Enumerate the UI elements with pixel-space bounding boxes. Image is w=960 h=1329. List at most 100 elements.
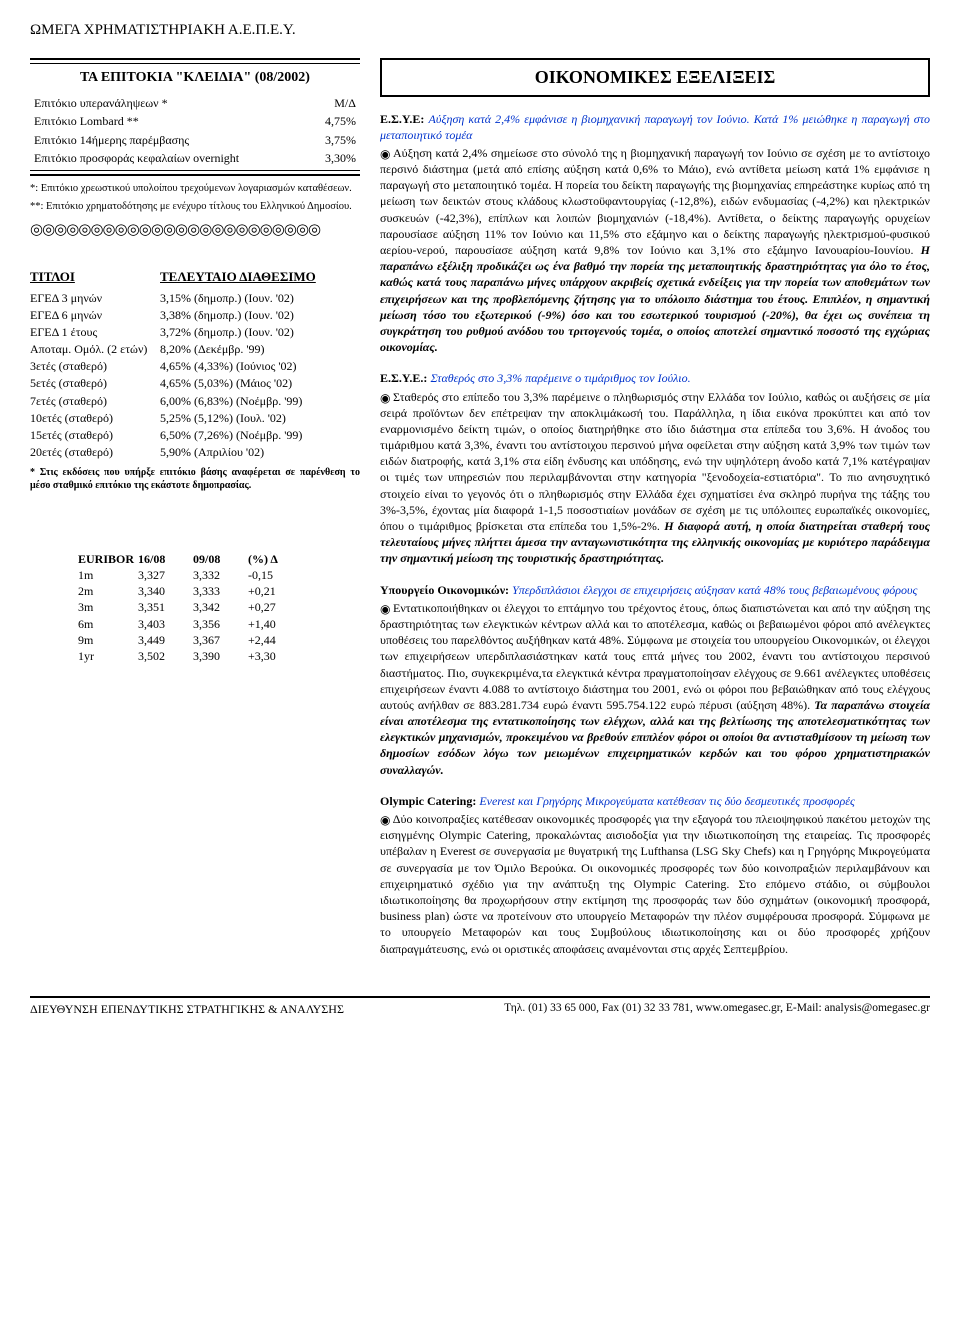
yield-value: 4,65% (4,33%) (Ιούνιος '02) bbox=[160, 358, 296, 374]
rate-label: Επιτόκιο 14ήμερης παρέμβασης bbox=[34, 132, 189, 148]
yield-value: 6,00% (6,83%) (Νοέμβρ. '99) bbox=[160, 393, 302, 409]
euribor-delta: +1,40 bbox=[248, 616, 308, 632]
yield-value: 5,25% (5,12%) (Ιουλ. '02) bbox=[160, 410, 286, 426]
main-layout: ΤΑ ΕΠΙΤΟΚΙΑ "ΚΛΕΙΔΙΑ" (08/2002) Επιτόκιο… bbox=[30, 58, 930, 971]
bullet-icon: ◉ bbox=[380, 813, 391, 827]
yield-value: 6,50% (7,26%) (Νοέμβρ. '99) bbox=[160, 427, 302, 443]
rates-title: ΤΑ ΕΠΙΤΟΚΙΑ "ΚΛΕΙΔΙΑ" (08/2002) bbox=[30, 69, 360, 88]
yield-value: 4,65% (5,03%) (Μάιος '02) bbox=[160, 375, 292, 391]
article-body: Σταθερός στο επίπεδο του 3,3% παρέμεινε … bbox=[380, 390, 930, 534]
euribor-v2: 3,333 bbox=[193, 583, 248, 599]
article-body-emph: Η παραπάνω εξέλιξη προδικάζει ως ένα βαθ… bbox=[380, 243, 930, 354]
euribor-term: 1m bbox=[58, 567, 138, 583]
yield-label: 7ετές (σταθερό) bbox=[30, 393, 160, 409]
rate-value: Μ/Δ bbox=[296, 95, 356, 111]
bullet-icon: ◉ bbox=[380, 391, 391, 405]
yield-label: ΕΓΕΔ 1 έτους bbox=[30, 324, 160, 340]
article-lead: Υπουργείο Οικονομικών: bbox=[380, 583, 512, 597]
article-headline: Σταθερός στο 3,3% παρέμεινε ο τιμάριθμος… bbox=[430, 371, 690, 385]
article-body: Δύο κοινοπραξίες κατέθεσαν οικονομικές π… bbox=[380, 812, 930, 956]
yield-value: 3,15% (δημοπρ.) (Ιουν. '02) bbox=[160, 290, 294, 306]
euribor-row: 6m3,4033,356+1,40 bbox=[58, 616, 350, 632]
euribor-row: 1yr3,5023,390+3,30 bbox=[58, 648, 350, 664]
article-lead: Olympic Catering: bbox=[380, 794, 479, 808]
yields-col-a: ΤΙΤΛΟΙ bbox=[30, 268, 160, 286]
yield-value: 8,20% (Δεκέμβρ. '99) bbox=[160, 341, 265, 357]
decorative-circles: ◎◎◎◎◎◎◎◎◎◎◎◎◎◎◎◎◎◎◎◎◎◎◎◎ bbox=[30, 220, 360, 240]
euribor-v1: 3,351 bbox=[138, 599, 193, 615]
yields-table: ΕΓΕΔ 3 μηνών3,15% (δημοπρ.) (Ιουν. '02)Ε… bbox=[30, 289, 360, 461]
euribor-v1: 3,403 bbox=[138, 616, 193, 632]
yield-row: 20ετές (σταθερό)5,90% (Απριλίου '02) bbox=[30, 444, 360, 461]
euribor-h0: EURIBOR bbox=[58, 551, 138, 567]
article-esy-production: Ε.Σ.Υ.Ε: Αύξηση κατά 2,4% εμφάνισε η βιο… bbox=[380, 111, 930, 356]
bullet-icon: ◉ bbox=[380, 602, 391, 616]
euribor-row: 3m3,3513,342+0,27 bbox=[58, 599, 350, 615]
footer-contact: Τηλ. (01) 33 65 000, Fax (01) 32 33 781,… bbox=[504, 1001, 930, 1017]
euribor-term: 6m bbox=[58, 616, 138, 632]
euribor-h3: (%) Δ bbox=[248, 551, 308, 567]
euribor-row: 9m3,4493,367+2,44 bbox=[58, 632, 350, 648]
yield-label: ΕΓΕΔ 3 μηνών bbox=[30, 290, 160, 306]
article-body: Εντατικοποιήθηκαν οι έλεγχοι το επτάμηνο… bbox=[380, 601, 930, 712]
euribor-v2: 3,390 bbox=[193, 648, 248, 664]
yields-col-b: ΤΕΛΕΥΤΑΙΟ ΔΙΑΘΕΣΙΜΟ bbox=[160, 268, 316, 286]
article-headline: Αύξηση κατά 2,4% εμφάνισε η βιομηχανική … bbox=[380, 112, 930, 142]
yield-row: 15ετές (σταθερό)6,50% (7,26%) (Νοέμβρ. '… bbox=[30, 427, 360, 444]
yield-label: Αποταμ. Ομόλ. (2 ετών) bbox=[30, 341, 160, 357]
euribor-header-row: EURIBOR 16/08 09/08 (%) Δ bbox=[58, 551, 350, 567]
yield-label: 20ετές (σταθερό) bbox=[30, 444, 160, 460]
euribor-v1: 3,449 bbox=[138, 632, 193, 648]
yield-label: ΕΓΕΔ 6 μηνών bbox=[30, 307, 160, 323]
yield-row: 10ετές (σταθερό)5,25% (5,12%) (Ιουλ. '02… bbox=[30, 409, 360, 426]
article-ministry-finance: Υπουργείο Οικονομικών: Υπερδιπλάσιοι έλε… bbox=[380, 582, 930, 778]
euribor-term: 1yr bbox=[58, 648, 138, 664]
euribor-v2: 3,367 bbox=[193, 632, 248, 648]
yield-row: 5ετές (σταθερό)4,65% (5,03%) (Μάιος '02) bbox=[30, 375, 360, 392]
euribor-delta: +0,21 bbox=[248, 583, 308, 599]
rate-row: Επιτόκιο υπερανάληψεων * Μ/Δ bbox=[30, 94, 360, 112]
euribor-v2: 3,342 bbox=[193, 599, 248, 615]
page-footer: ΔΙΕΥΘΥΝΣΗ ΕΠΕΝΔΥΤΙΚΗΣ ΣΤΡΑΤΗΓΙΚΗΣ & ΑΝΑΛ… bbox=[30, 996, 930, 1017]
yield-row: ΕΓΕΔ 3 μηνών3,15% (δημοπρ.) (Ιουν. '02) bbox=[30, 289, 360, 306]
rates-footnote-2: **: Επιτόκιο χρηματοδότησης με ενέχυρο τ… bbox=[30, 200, 360, 214]
yield-value: 5,90% (Απριλίου '02) bbox=[160, 444, 264, 460]
rate-row: Επιτόκιο Lombard ** 4,75% bbox=[30, 112, 360, 130]
euribor-term: 9m bbox=[58, 632, 138, 648]
euribor-v1: 3,340 bbox=[138, 583, 193, 599]
euribor-delta: -0,15 bbox=[248, 567, 308, 583]
article-lead: Ε.Σ.Υ.Ε.: bbox=[380, 371, 430, 385]
rate-row: Επιτόκιο 14ήμερης παρέμβασης 3,75% bbox=[30, 131, 360, 149]
yield-row: Αποταμ. Ομόλ. (2 ετών)8,20% (Δεκέμβρ. '9… bbox=[30, 341, 360, 358]
euribor-body: 1m3,3273,332-0,152m3,3403,333+0,213m3,35… bbox=[58, 567, 350, 664]
rate-value: 4,75% bbox=[296, 113, 356, 129]
euribor-row: 2m3,3403,333+0,21 bbox=[58, 583, 350, 599]
yield-value: 3,72% (δημοπρ.) (Ιουν. '02) bbox=[160, 324, 294, 340]
article-headline: Υπερδιπλάσιοι έλεγχοι σε επιχειρήσεις αύ… bbox=[512, 583, 917, 597]
rate-label: Επιτόκιο υπερανάληψεων * bbox=[34, 95, 168, 111]
company-name: ΩΜΕΓΑ ΧΡΗΜΑΤΙΣΤΗΡΙΑΚΗ Α.Ε.Π.Ε.Υ. bbox=[30, 20, 930, 40]
footer-department: ΔΙΕΥΘΥΝΣΗ ΕΠΕΝΔΥΤΙΚΗΣ ΣΤΡΑΤΗΓΙΚΗΣ & ΑΝΑΛ… bbox=[30, 1001, 344, 1017]
rates-footnote-1: *: Επιτόκιο χρεωστικού υπολοίπου τρεχούμ… bbox=[30, 182, 360, 196]
euribor-term: 2m bbox=[58, 583, 138, 599]
yield-label: 15ετές (σταθερό) bbox=[30, 427, 160, 443]
euribor-delta: +0,27 bbox=[248, 599, 308, 615]
yield-label: 3ετές (σταθερό) bbox=[30, 358, 160, 374]
euribor-v2: 3,356 bbox=[193, 616, 248, 632]
euribor-term: 3m bbox=[58, 599, 138, 615]
yield-label: 5ετές (σταθερό) bbox=[30, 375, 160, 391]
euribor-v1: 3,502 bbox=[138, 648, 193, 664]
article-headline: Everest και Γρηγόρης Μικρογεύματα κατέθε… bbox=[479, 794, 855, 808]
article-esy-inflation: Ε.Σ.Υ.Ε.: Σταθερός στο 3,3% παρέμεινε ο … bbox=[380, 370, 930, 566]
euribor-row: 1m3,3273,332-0,15 bbox=[58, 567, 350, 583]
yield-row: 7ετές (σταθερό)6,00% (6,83%) (Νοέμβρ. '9… bbox=[30, 392, 360, 409]
yield-label: 10ετές (σταθερό) bbox=[30, 410, 160, 426]
rate-value: 3,75% bbox=[296, 132, 356, 148]
yield-row: ΕΓΕΔ 1 έτους3,72% (δημοπρ.) (Ιουν. '02) bbox=[30, 323, 360, 340]
rate-label: Επιτόκιο Lombard ** bbox=[34, 113, 139, 129]
right-column: ΟΙΚΟΝΟΜΙΚΕΣ ΕΞΕΛΙΞΕΙΣ Ε.Σ.Υ.Ε: Αύξηση κα… bbox=[380, 58, 930, 971]
main-title: ΟΙΚΟΝΟΜΙΚΕΣ ΕΞΕΛΙΞΕΙΣ bbox=[380, 58, 930, 96]
article-olympic-catering: Olympic Catering: Everest και Γρηγόρης Μ… bbox=[380, 793, 930, 957]
yields-note: * Στις εκδόσεις που υπήρξε επιτόκιο βάση… bbox=[30, 466, 360, 493]
euribor-v1: 3,327 bbox=[138, 567, 193, 583]
